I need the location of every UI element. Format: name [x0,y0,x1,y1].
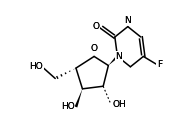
Text: HO: HO [29,62,43,71]
Text: N: N [115,52,122,61]
Polygon shape [75,89,83,107]
Text: O: O [91,44,98,53]
Text: O: O [91,44,98,53]
Text: N: N [115,52,122,61]
Text: O: O [92,22,99,31]
Polygon shape [108,55,118,66]
Text: HO: HO [61,102,75,111]
Text: HO: HO [61,102,75,111]
Text: HO: HO [29,62,43,71]
Text: OH: OH [112,100,126,109]
Text: O: O [92,22,99,31]
Text: OH: OH [112,100,126,109]
Text: F: F [157,60,162,69]
Text: N: N [124,16,131,25]
Text: F: F [157,60,162,69]
Text: N: N [124,16,131,25]
